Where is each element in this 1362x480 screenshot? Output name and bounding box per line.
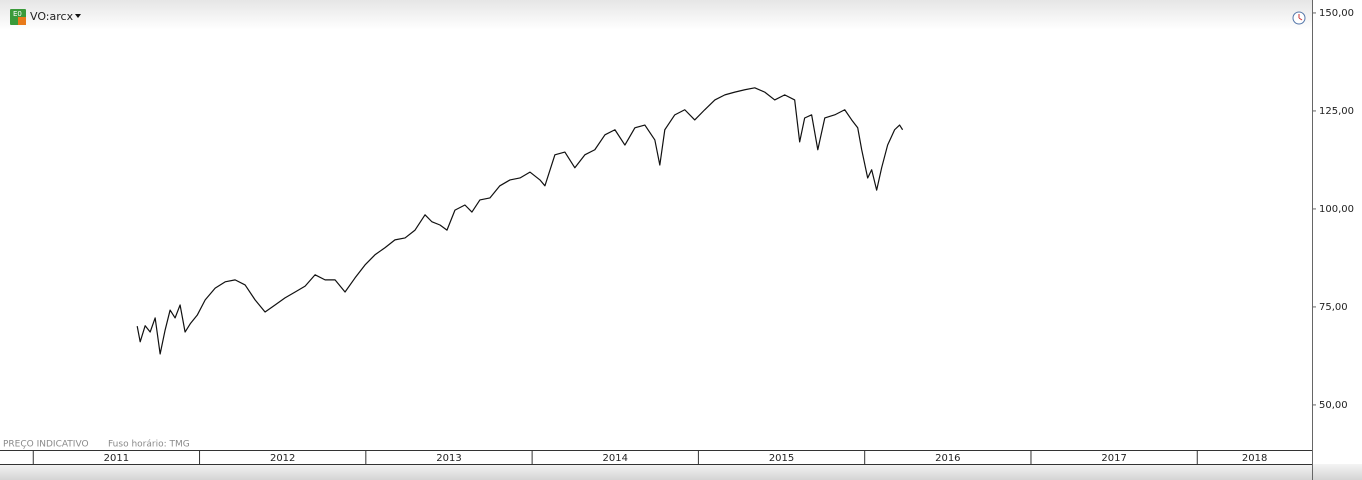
x-tick-label: 2018 [1242,453,1267,464]
x-tick-label: 2011 [104,453,129,464]
note: PREÇO INDICATIVO [3,440,89,450]
dropdown-arrow[interactable] [75,14,81,18]
y-tick-label: 100,00 [1319,204,1354,215]
x-tick-label: 2016 [935,453,960,464]
x-tick-label: 2013 [436,453,461,464]
x-tick-label: 2015 [769,453,794,464]
y-tick-label: 125,00 [1319,106,1354,117]
x-tick-label: 2017 [1101,453,1126,464]
note: Fuso horário: TMG [108,440,190,450]
y-tick-label: 150,00 [1319,8,1354,19]
y-tick-label: 75,00 [1319,302,1348,313]
symbol-icon[interactable]: E0 [10,9,26,25]
x-tick-label: 2014 [603,453,628,464]
x-tick-label: 2012 [270,453,295,464]
header-bg [0,0,1312,30]
price-line [136,87,904,355]
footer-bg [0,464,1362,480]
y-tick-label: 50,00 [1319,400,1348,411]
clock-icon[interactable] [1292,11,1306,25]
chart-title[interactable]: VO:arcx [30,10,74,23]
svg-text:E0: E0 [13,10,22,18]
